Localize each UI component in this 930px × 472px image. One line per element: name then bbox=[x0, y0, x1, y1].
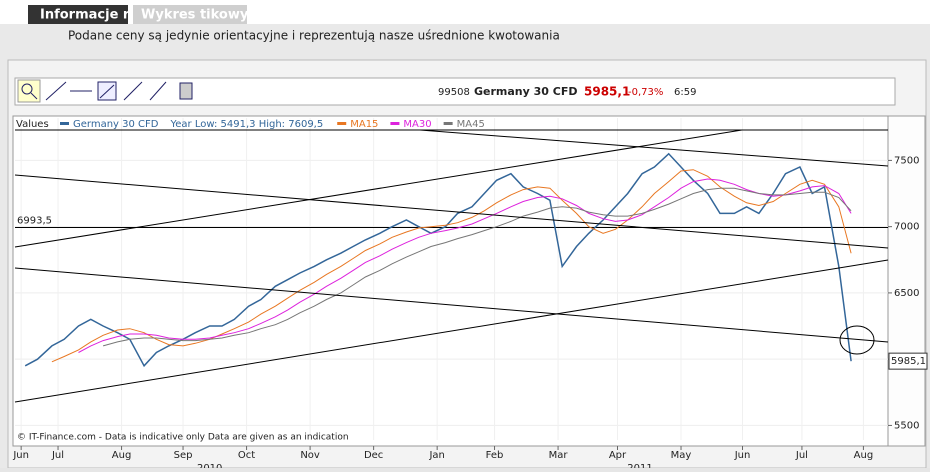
y-axis-area bbox=[887, 115, 926, 447]
level-label: 6993,5 bbox=[17, 216, 52, 227]
x-tick-label: Jun bbox=[734, 450, 751, 461]
legend-label: MA30 bbox=[403, 119, 431, 130]
x-tick-label: Feb bbox=[486, 450, 504, 461]
legend-extra: Year Low: 5491,3 High: 7609,5 bbox=[169, 119, 323, 130]
x-tick-label: Oct bbox=[238, 450, 255, 461]
series-line bbox=[51, 169, 852, 363]
x-tick-label: Jul bbox=[795, 450, 808, 461]
tab[interactable] bbox=[133, 5, 247, 24]
legend-label: MA45 bbox=[457, 119, 485, 130]
time: 6:59 bbox=[674, 87, 696, 98]
x-tick-label: Dec bbox=[364, 450, 383, 461]
legend-swatch bbox=[337, 122, 347, 125]
x-tick-label: Sep bbox=[174, 450, 193, 461]
year-label: 2011 bbox=[627, 463, 652, 468]
last-price-label: 5985,1 bbox=[891, 356, 926, 367]
legend-swatch bbox=[443, 122, 453, 125]
legend-label: Germany 30 CFD bbox=[73, 119, 159, 130]
x-tick-label: Jul bbox=[51, 450, 64, 461]
x-tick-label: Aug bbox=[854, 450, 874, 461]
last-price-box bbox=[888, 352, 928, 370]
instrument-name: Germany 30 CFD bbox=[474, 85, 578, 98]
x-tick-label: Nov bbox=[300, 450, 320, 461]
series-line bbox=[24, 152, 852, 368]
instrument-id: 99508 bbox=[438, 87, 470, 98]
x-tick-label: Aug bbox=[112, 450, 132, 461]
chart-area bbox=[12, 115, 926, 447]
year-label: 2010 bbox=[197, 463, 222, 468]
legend-label: MA15 bbox=[350, 119, 378, 130]
toolbar-icons[interactable] bbox=[17, 79, 193, 103]
x-tick-label: Mar bbox=[549, 450, 569, 461]
trend-lines bbox=[14, 129, 889, 403]
price: 5985,1 bbox=[584, 85, 630, 99]
series-line bbox=[78, 178, 852, 353]
change: -0,73% bbox=[628, 87, 663, 98]
tab[interactable] bbox=[28, 5, 128, 24]
legend-swatch bbox=[60, 122, 69, 125]
y-tick-label: 5500 bbox=[894, 420, 919, 431]
x-tick-label: Jan bbox=[428, 450, 444, 461]
y-tick-label: 7500 bbox=[894, 155, 919, 166]
x-tick-label: May bbox=[671, 450, 692, 461]
legend-title: Values bbox=[16, 119, 49, 130]
legend-swatch bbox=[390, 122, 400, 125]
x-tick-label: Jun bbox=[12, 450, 29, 461]
tab-label[interactable]: Wykres tikowy bbox=[141, 8, 249, 23]
y-tick-label: 7000 bbox=[894, 222, 919, 233]
toolbar bbox=[14, 77, 896, 106]
footer: © IT-Finance.com - Data is indicative on… bbox=[17, 433, 349, 443]
y-tick-label: 6500 bbox=[894, 288, 919, 299]
series-line bbox=[102, 187, 852, 347]
note: Podane ceny są jedynie orientacyjne i re… bbox=[68, 29, 560, 43]
x-tick-label: Apr bbox=[609, 450, 627, 461]
plot bbox=[15, 118, 892, 450]
